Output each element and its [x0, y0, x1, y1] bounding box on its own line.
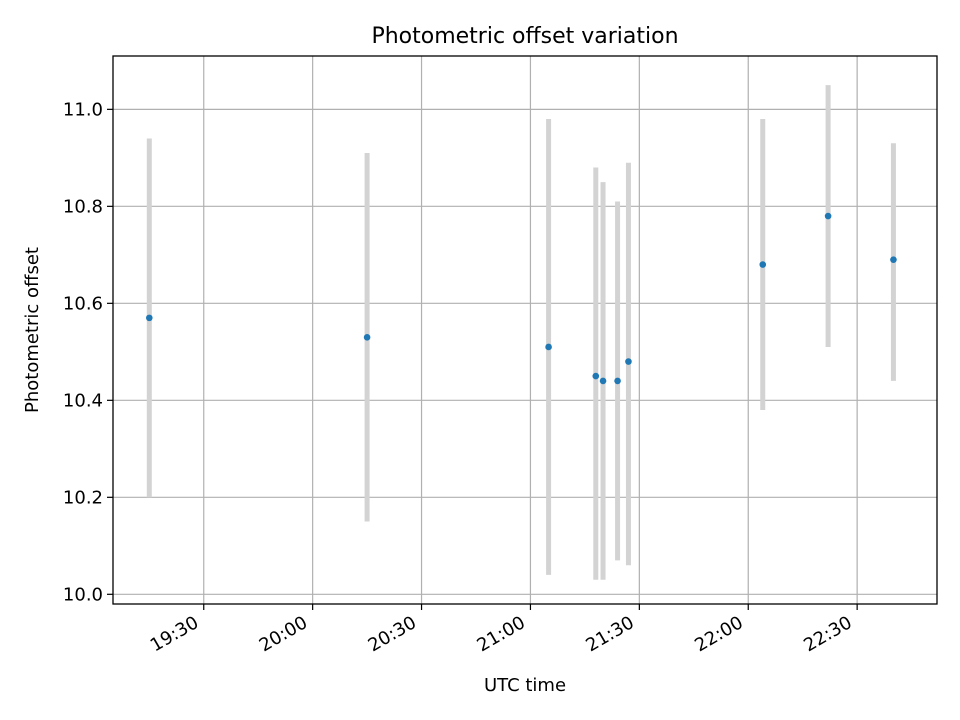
data-point — [890, 256, 897, 263]
data-point — [592, 372, 600, 380]
plot-frame — [112, 55, 938, 605]
data-point — [545, 343, 552, 351]
y-tick-label: 11.0 — [63, 99, 103, 120]
y-axis-label: Photometric offset — [22, 247, 43, 413]
grid — [113, 56, 937, 604]
y-axis: 10.0 10.2 10.4 10.6 10.8 11.0 — [63, 99, 113, 605]
data-point — [599, 377, 607, 385]
data-point — [145, 314, 153, 322]
data-point — [614, 377, 621, 385]
y-tick-label: 10.4 — [63, 390, 103, 411]
x-axis-label: UTC time — [484, 675, 566, 696]
y-tick-label: 10.0 — [63, 584, 103, 605]
data-point — [363, 333, 371, 341]
data-point — [625, 358, 632, 365]
data-point — [824, 212, 832, 220]
data-points — [145, 212, 897, 385]
y-tick-label: 10.8 — [63, 196, 103, 217]
data-point — [759, 261, 767, 268]
chart-title: Photometric offset variation — [371, 24, 678, 49]
y-tick-label: 10.2 — [63, 487, 103, 508]
y-tick-label: 10.6 — [63, 293, 103, 314]
